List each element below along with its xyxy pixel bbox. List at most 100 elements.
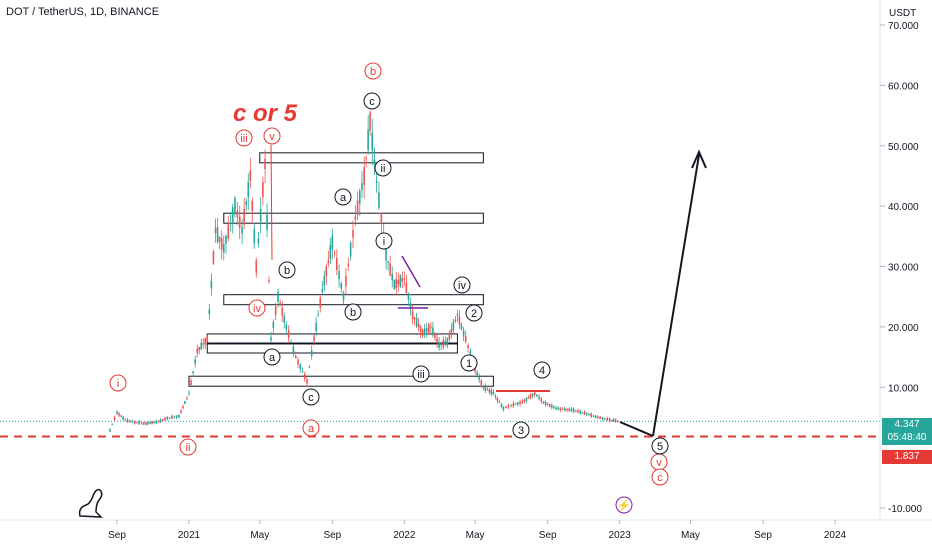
wave-label-a-2021: a bbox=[269, 352, 276, 364]
wave-label-red-iv-circle bbox=[248, 299, 266, 317]
candle-body bbox=[192, 371, 194, 374]
x-tick-label: May bbox=[250, 530, 269, 541]
candle-body bbox=[323, 276, 326, 286]
candle-body bbox=[486, 388, 489, 391]
candle-body bbox=[116, 411, 118, 414]
candle-body bbox=[498, 402, 501, 404]
candle-body bbox=[281, 307, 283, 316]
candle-body bbox=[210, 280, 213, 289]
candle-body bbox=[208, 309, 211, 315]
candle-body bbox=[111, 423, 114, 425]
candle-body bbox=[299, 364, 302, 370]
candle-body bbox=[371, 132, 374, 151]
candle-body bbox=[126, 418, 129, 422]
candle-body bbox=[272, 321, 275, 328]
candle-body bbox=[287, 330, 290, 339]
candle-body bbox=[188, 392, 190, 394]
wave-label-5-circle bbox=[651, 437, 669, 455]
wave-label-c-top-circle bbox=[363, 92, 381, 110]
candle-body bbox=[109, 428, 111, 432]
candle-body bbox=[264, 158, 266, 170]
candle-body bbox=[251, 200, 254, 212]
candle-body bbox=[512, 403, 515, 407]
candle-body bbox=[395, 278, 398, 288]
candle-body bbox=[356, 200, 359, 215]
candle-body bbox=[329, 245, 332, 259]
candle-body bbox=[590, 413, 592, 417]
candle-body bbox=[540, 398, 543, 402]
wave-label-1: 1 bbox=[466, 358, 472, 370]
candle-body bbox=[599, 416, 601, 419]
candle-body bbox=[255, 260, 258, 273]
candle-body bbox=[149, 422, 151, 424]
candle-body bbox=[409, 303, 412, 309]
candle-body bbox=[415, 317, 418, 327]
candle-body bbox=[204, 338, 207, 345]
candle-body bbox=[517, 402, 519, 405]
candle-body bbox=[283, 315, 286, 323]
wave-label-c-top: c bbox=[369, 96, 375, 108]
candle-body bbox=[490, 390, 493, 394]
wave-label-ii: ii bbox=[381, 163, 386, 175]
candle-body bbox=[206, 335, 209, 343]
candle-body bbox=[336, 258, 338, 271]
resistance-zone bbox=[259, 152, 484, 164]
wave-label-a-2021-circle bbox=[263, 348, 281, 366]
price-candles bbox=[109, 110, 619, 433]
candle-body bbox=[220, 238, 223, 250]
symbol-header: DOT / TetherUS, 1D, BINANCE bbox=[6, 6, 160, 18]
wave-label-c-2021-circle bbox=[302, 388, 320, 406]
dino-logo-shape bbox=[78, 488, 103, 518]
x-tick-label: Sep bbox=[754, 530, 772, 541]
candle-body bbox=[290, 341, 292, 343]
candle-body bbox=[325, 266, 328, 277]
candle-body bbox=[488, 389, 491, 393]
candle-body bbox=[413, 317, 416, 320]
wave-label-3-circle bbox=[512, 421, 530, 439]
candle-body bbox=[555, 407, 557, 410]
chart-grid bbox=[0, 420, 880, 438]
candle-body bbox=[538, 396, 540, 400]
candle-body bbox=[227, 224, 230, 239]
wave-label-red-v-end: v bbox=[656, 457, 662, 469]
candle-body bbox=[166, 416, 168, 420]
candle-body bbox=[519, 401, 521, 405]
countdown-badge: 05:48:40 bbox=[882, 431, 932, 445]
candle-body bbox=[200, 342, 203, 350]
candle-body bbox=[577, 410, 579, 413]
candle-body bbox=[478, 376, 481, 380]
candle-body bbox=[375, 180, 378, 183]
candle-body bbox=[182, 406, 184, 408]
candle-body bbox=[544, 401, 547, 405]
wave-label-a-aug-circle bbox=[334, 188, 352, 206]
candle-body bbox=[303, 373, 306, 379]
last-price-badge: 4.347 bbox=[882, 418, 932, 432]
wave-label-red-ii: ii bbox=[186, 442, 191, 454]
candle-body bbox=[417, 323, 420, 328]
candle-body bbox=[559, 407, 562, 411]
candle-body bbox=[361, 183, 363, 190]
candle-body bbox=[164, 417, 166, 420]
projection-arrowhead bbox=[691, 149, 707, 169]
candle-body bbox=[456, 314, 459, 316]
candle-body bbox=[331, 235, 334, 250]
candle-body bbox=[180, 410, 182, 413]
wave-label-3: 3 bbox=[518, 425, 524, 437]
wave-label-red-iii: iii bbox=[240, 133, 247, 145]
candle-body bbox=[194, 359, 196, 364]
candle-body bbox=[462, 330, 465, 336]
wave-label-red-v-circle bbox=[263, 127, 281, 145]
wave-label-red-i-circle bbox=[109, 374, 127, 392]
candle-body bbox=[229, 222, 232, 224]
wave-label-red-b-circle bbox=[364, 62, 382, 80]
candle-body bbox=[592, 415, 595, 417]
support-price-badge: 1.837 bbox=[882, 450, 932, 464]
candle-body bbox=[247, 181, 250, 198]
candle-body bbox=[546, 404, 549, 406]
candle-body bbox=[496, 397, 499, 401]
candle-body bbox=[616, 420, 619, 422]
candle-body bbox=[553, 406, 555, 408]
